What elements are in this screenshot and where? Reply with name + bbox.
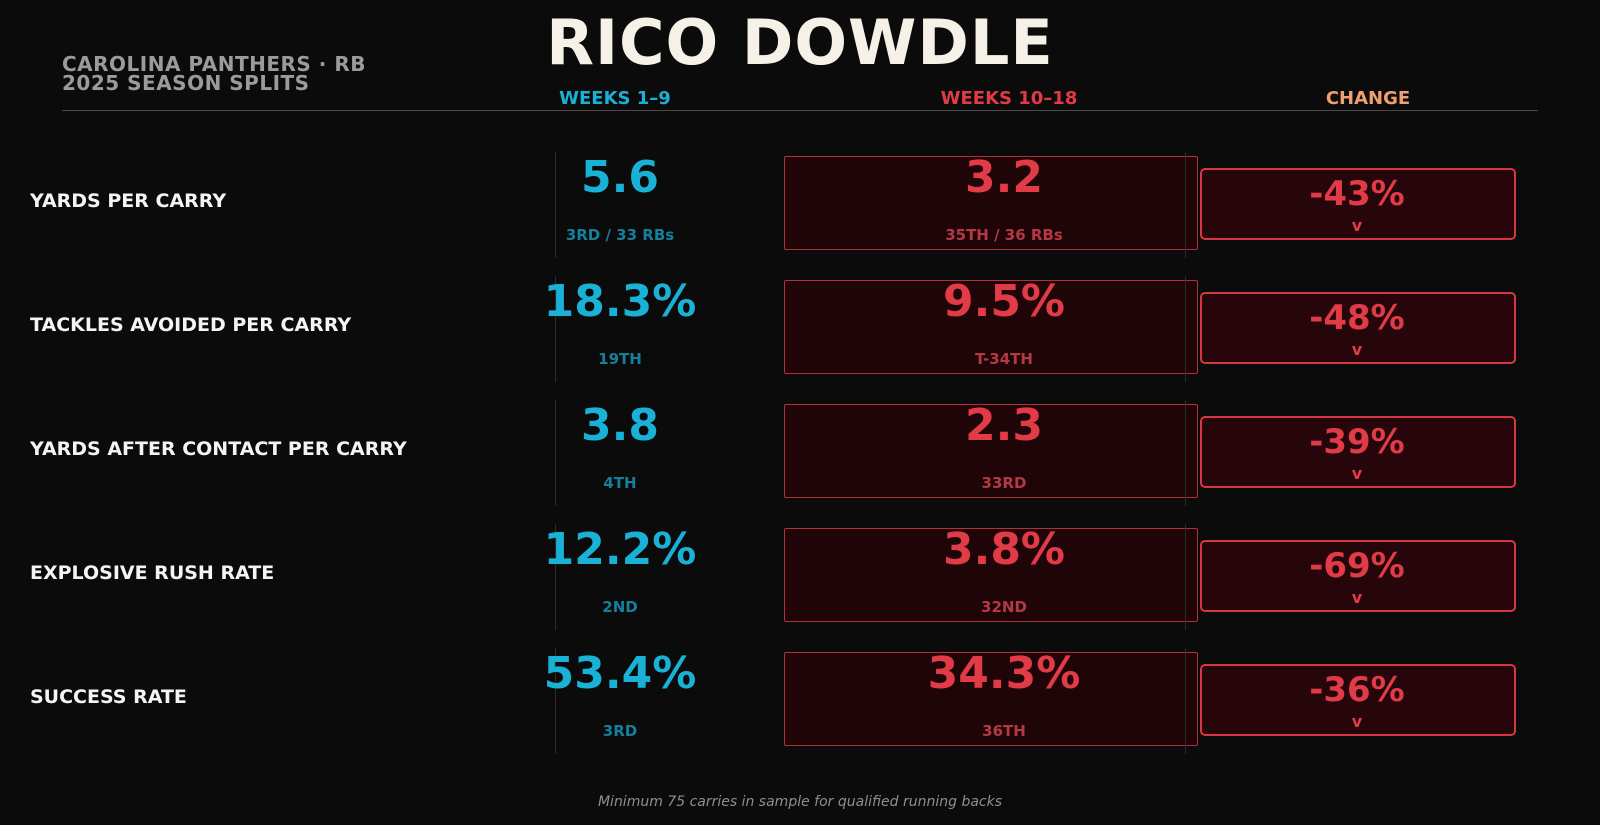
weeks-1-9-value: 12.2% xyxy=(543,524,697,575)
weeks-10-18-rank: T-34TH xyxy=(975,350,1033,368)
column-divider xyxy=(555,524,556,630)
team-position-subtitle: CAROLINA PANTHERS · RB xyxy=(62,52,366,76)
column-divider xyxy=(555,152,556,258)
metric-label: YARDS PER CARRY xyxy=(30,190,227,212)
weeks-10-18-highlight-box xyxy=(784,404,1198,498)
weeks-1-9-rank: 4TH xyxy=(603,474,637,492)
metric-label: EXPLOSIVE RUSH RATE xyxy=(30,562,275,584)
weeks-10-18-value: 3.8% xyxy=(942,524,1066,575)
column-divider xyxy=(1185,152,1186,258)
column-header-weeks-1-9: WEEKS 1–9 xyxy=(559,88,671,109)
chevron-down-icon: v xyxy=(1351,216,1363,235)
footnote: Minimum 75 carries in sample for qualifi… xyxy=(597,794,1003,810)
weeks-10-18-rank: 35TH / 36 RBs xyxy=(945,226,1063,244)
column-divider xyxy=(555,276,556,382)
weeks-10-18-highlight-box xyxy=(784,652,1198,746)
chevron-down-icon: v xyxy=(1351,340,1363,359)
column-divider xyxy=(555,648,556,754)
table-row: YARDS AFTER CONTACT PER CARRY 3.8 4TH 2.3 33… xyxy=(0,400,1600,524)
weeks-10-18-highlight-box xyxy=(784,280,1198,374)
table-row: TACKLES AVOIDED PER CARRY 18.3% 19TH 9.5% T-… xyxy=(0,276,1600,400)
weeks-1-9-value: 53.4% xyxy=(543,648,697,699)
weeks-1-9-rank: 3RD / 33 RBs xyxy=(565,226,675,244)
table-row: YARDS PER CARRY 5.6 3RD / 33 RBs 3.2 35TH / … xyxy=(0,152,1600,276)
season-splits-subtitle: 2025 SEASON SPLITS xyxy=(62,71,310,95)
change-value: -36% xyxy=(1309,670,1405,710)
column-divider xyxy=(1185,276,1186,382)
table-row: EXPLOSIVE RUSH RATE 12.2% 2ND 3.8% 32ND -69% v xyxy=(0,524,1600,648)
weeks-1-9-rank: 3RD xyxy=(602,722,638,740)
metric-label: TACKLES AVOIDED PER CARRY xyxy=(30,314,352,336)
metric-label: SUCCESS RATE xyxy=(30,686,187,708)
weeks-1-9-value: 5.6 xyxy=(581,152,659,203)
column-divider xyxy=(555,400,556,506)
weeks-10-18-rank: 32ND xyxy=(981,598,1027,616)
weeks-1-9-value: 18.3% xyxy=(543,276,697,327)
weeks-1-9-value: 3.8 xyxy=(581,400,659,451)
weeks-10-18-value: 9.5% xyxy=(942,276,1066,327)
table-row: SUCCESS RATE 53.4% 3RD 34.3% 36TH -36% v xyxy=(0,648,1600,772)
column-divider xyxy=(1185,524,1186,630)
column-header-weeks-10-18: WEEKS 10–18 xyxy=(940,88,1078,109)
column-divider xyxy=(1185,648,1186,754)
weeks-10-18-highlight-box xyxy=(784,528,1198,622)
metric-label: YARDS AFTER CONTACT PER CARRY xyxy=(30,438,407,460)
weeks-10-18-value: 34.3% xyxy=(927,648,1081,699)
change-box xyxy=(1200,664,1516,736)
change-box xyxy=(1200,292,1516,364)
change-box xyxy=(1200,416,1516,488)
weeks-1-9-rank: 2ND xyxy=(602,598,638,616)
weeks-10-18-highlight-box xyxy=(784,156,1198,250)
weeks-10-18-rank: 36TH xyxy=(982,722,1026,740)
player-title: RICO DOWDLE xyxy=(546,6,1054,79)
column-header-change: CHANGE xyxy=(1325,88,1411,109)
change-box xyxy=(1200,540,1516,612)
weeks-10-18-rank: 33RD xyxy=(981,474,1027,492)
chevron-down-icon: v xyxy=(1351,588,1363,607)
chevron-down-icon: v xyxy=(1351,712,1363,731)
change-value: -69% xyxy=(1309,546,1405,586)
header-divider xyxy=(62,110,1538,111)
change-box xyxy=(1200,168,1516,240)
weeks-1-9-rank: 19TH xyxy=(598,350,642,368)
weeks-10-18-value: 2.3 xyxy=(965,400,1043,451)
chevron-down-icon: v xyxy=(1351,464,1363,483)
weeks-10-18-value: 3.2 xyxy=(965,152,1043,203)
column-divider xyxy=(1185,400,1186,506)
change-value: -39% xyxy=(1309,422,1405,462)
change-value: -43% xyxy=(1309,174,1405,214)
change-value: -48% xyxy=(1309,298,1405,338)
